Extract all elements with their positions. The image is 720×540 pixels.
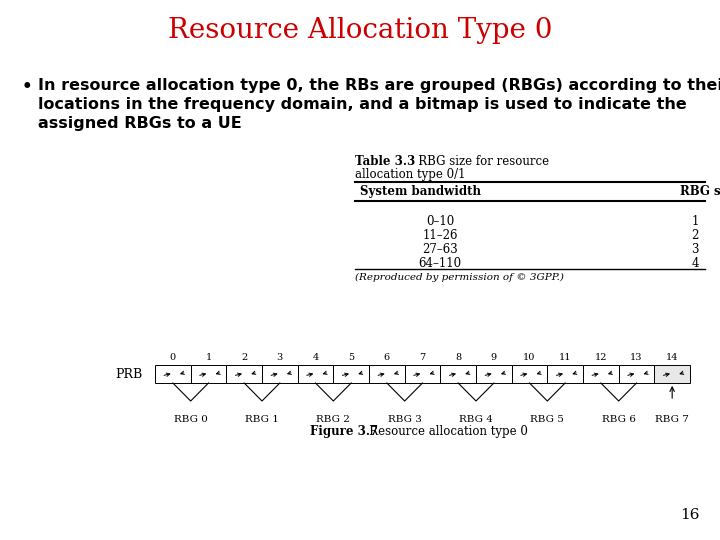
Text: 0: 0: [170, 353, 176, 362]
Bar: [297, 365, 333, 383]
Text: 2: 2: [691, 229, 698, 242]
Text: locations in the frequency domain, and a bitmap is used to indicate the: locations in the frequency domain, and a…: [38, 97, 687, 112]
Bar: [405, 365, 441, 383]
Text: Table 3.3: Table 3.3: [355, 155, 415, 168]
Bar: [155, 365, 191, 383]
Bar: [369, 365, 405, 383]
Text: 3: 3: [276, 353, 283, 362]
Text: In resource allocation type 0, the RBs are grouped (RBGs) according to their: In resource allocation type 0, the RBs a…: [38, 78, 720, 93]
Text: 16: 16: [680, 508, 700, 522]
Text: 10: 10: [523, 353, 536, 362]
Text: RBG 1: RBG 1: [245, 415, 279, 424]
Text: RBG 0: RBG 0: [174, 415, 207, 424]
Text: 0–10: 0–10: [426, 215, 454, 228]
Text: RBG 7: RBG 7: [655, 415, 689, 424]
Bar: [583, 365, 618, 383]
Bar: [191, 365, 226, 383]
Text: 1: 1: [691, 215, 698, 228]
Text: RBG 3: RBG 3: [388, 415, 422, 424]
Text: 11–26: 11–26: [422, 229, 458, 242]
Text: PRB: PRB: [115, 368, 143, 381]
Text: assigned RBGs to a UE: assigned RBGs to a UE: [38, 116, 242, 131]
Text: Resource Allocation Type 0: Resource Allocation Type 0: [168, 17, 552, 44]
Text: 5: 5: [348, 353, 354, 362]
Bar: [512, 365, 547, 383]
Bar: [262, 365, 297, 383]
Text: 13: 13: [630, 353, 643, 362]
Bar: [441, 365, 476, 383]
Text: 3: 3: [691, 243, 698, 256]
Text: (Reproduced by permission of © 3GPP.): (Reproduced by permission of © 3GPP.): [355, 273, 564, 282]
Text: Figure 3.7: Figure 3.7: [310, 426, 378, 438]
Text: 4: 4: [691, 257, 698, 270]
Text: 6: 6: [384, 353, 390, 362]
Text: 64–110: 64–110: [418, 257, 462, 270]
Text: 14: 14: [666, 353, 678, 362]
Text: System bandwidth: System bandwidth: [360, 185, 481, 198]
Text: 2: 2: [241, 353, 247, 362]
Text: 9: 9: [491, 353, 497, 362]
Text: 1: 1: [205, 353, 212, 362]
Text: RBG 5: RBG 5: [531, 415, 564, 424]
Text: RBG size: RBG size: [680, 185, 720, 198]
Text: 11: 11: [559, 353, 572, 362]
Text: Resource allocation type 0: Resource allocation type 0: [358, 426, 528, 438]
Bar: [333, 365, 369, 383]
Text: 4: 4: [312, 353, 319, 362]
Text: 8: 8: [455, 353, 462, 362]
Text: 7: 7: [419, 353, 426, 362]
Text: 12: 12: [595, 353, 607, 362]
Bar: [547, 365, 583, 383]
Text: RBG 2: RBG 2: [316, 415, 350, 424]
Text: •: •: [22, 78, 32, 96]
Text: RBG 4: RBG 4: [459, 415, 493, 424]
Text: allocation type 0/1: allocation type 0/1: [355, 168, 466, 181]
Bar: [618, 365, 654, 383]
Bar: [654, 365, 690, 383]
Text: 27–63: 27–63: [422, 243, 458, 256]
Bar: [226, 365, 262, 383]
Text: RBG size for resource: RBG size for resource: [407, 155, 549, 168]
Text: RBG 6: RBG 6: [602, 415, 636, 424]
Bar: [476, 365, 512, 383]
